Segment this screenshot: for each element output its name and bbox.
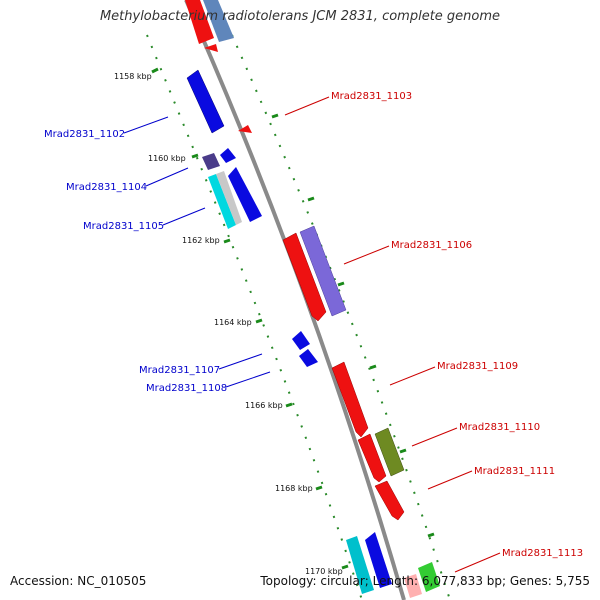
reverse-tick-track	[146, 34, 363, 600]
gene-bottom-blue	[365, 532, 392, 588]
tick-label-1164: 1164 kbp	[214, 318, 252, 327]
gene-Mrad2831_1105c	[228, 167, 262, 222]
forward-tick-track	[231, 34, 451, 600]
gene-Mrad2831_1107	[292, 331, 310, 350]
gene-Mrad2831_1106b	[299, 225, 347, 317]
genome-backbone	[184, 0, 406, 600]
reverse-strand-features	[186, 69, 392, 594]
tick-label-1170: 1170 kbp	[305, 567, 343, 576]
label-Mrad2831_1103: Mrad2831_1103	[331, 91, 412, 102]
gene-Mrad2831_1102	[186, 69, 225, 134]
gene-Mrad2831_1110b	[374, 427, 405, 477]
label-Mrad2831_1108: Mrad2831_1108	[146, 383, 227, 394]
forward-strand-features	[238, 125, 440, 598]
gene-bottom-cyan	[346, 536, 374, 594]
label-Mrad2831_1109: Mrad2831_1109	[437, 361, 518, 372]
forward-leader-lines	[284, 96, 501, 573]
label-Mrad2831_1102: Mrad2831_1102	[44, 129, 125, 140]
gene-Mrad2831_1108	[299, 349, 318, 367]
gene-Mrad2831_1104a	[202, 153, 220, 170]
label-Mrad2831_1105: Mrad2831_1105	[83, 221, 164, 232]
kbp-tick-marks	[151, 67, 349, 570]
reverse-leader-lines	[123, 116, 271, 388]
tick-label-1160: 1160 kbp	[148, 154, 186, 163]
gene-Mrad2831_1113b	[404, 574, 422, 598]
gene-Mrad2831_1110a	[357, 433, 387, 483]
gene-Mrad2831_1113a	[418, 562, 440, 592]
label-Mrad2831_1106: Mrad2831_1106	[391, 240, 472, 251]
right-tick-marks	[271, 113, 435, 538]
label-Mrad2831_1107: Mrad2831_1107	[139, 365, 220, 376]
tick-label-1166: 1166 kbp	[245, 401, 283, 410]
map-title: Methylobacterium radiotolerans JCM 2831,…	[99, 9, 501, 24]
label-Mrad2831_1111: Mrad2831_1111	[474, 466, 555, 477]
gene-Mrad2831_1105a	[208, 174, 236, 229]
accession-text: Accession: NC_010505	[10, 574, 147, 588]
top-features	[185, 0, 234, 52]
gene-Mrad2831_1104b	[220, 148, 236, 163]
gene-Mrad2831_1109	[331, 361, 369, 438]
gene-Mrad2831_1103	[238, 125, 252, 133]
tick-label-1162: 1162 kbp	[182, 236, 220, 245]
label-Mrad2831_1110: Mrad2831_1110	[459, 422, 540, 433]
tick-label-1168: 1168 kbp	[275, 484, 313, 493]
genome-summary-text: Topology: circular; Length: 6,077,833 bp…	[260, 574, 590, 588]
gene-Mrad2831_1105b	[216, 171, 242, 225]
gene-Mrad2831_1111	[374, 480, 405, 521]
tick-label-1158: 1158 kbp	[114, 72, 152, 81]
label-Mrad2831_1104: Mrad2831_1104	[66, 182, 147, 193]
label-Mrad2831_1113: Mrad2831_1113	[502, 548, 583, 559]
gene-Mrad2831_1106a	[282, 232, 327, 322]
